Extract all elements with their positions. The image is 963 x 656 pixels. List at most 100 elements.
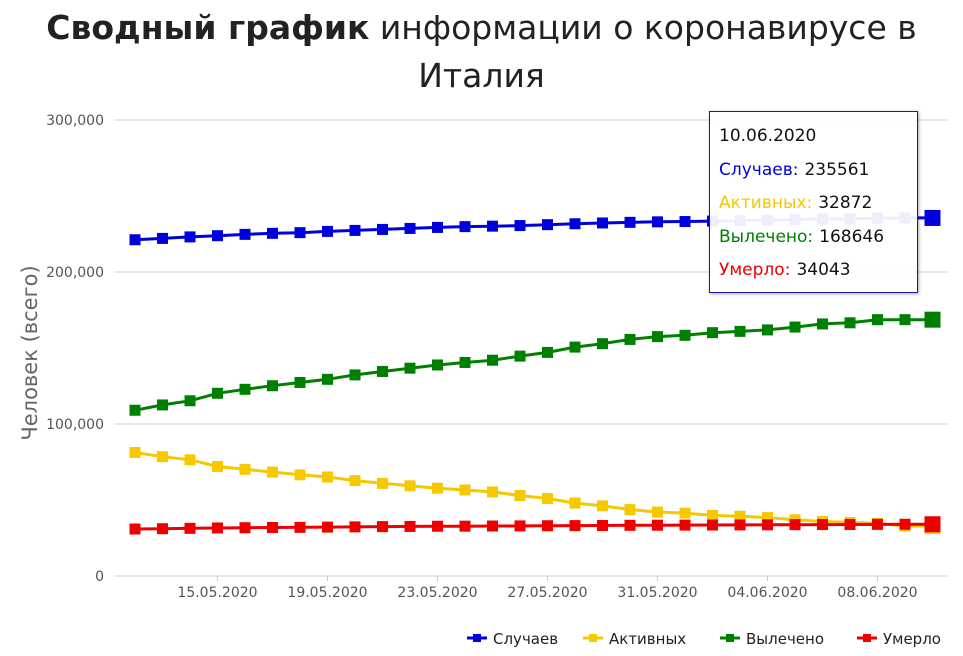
- data-point: [707, 519, 718, 531]
- legend-swatch-marker: [473, 634, 481, 642]
- data-point: [924, 516, 941, 533]
- x-tick-label: 27.05.2020: [507, 585, 587, 601]
- legend-swatch-marker: [863, 634, 871, 642]
- data-point: [734, 510, 746, 522]
- data-point: [239, 463, 251, 475]
- series-3: [129, 516, 941, 535]
- data-point: [212, 460, 223, 472]
- data-point: [294, 376, 306, 388]
- data-point: [707, 327, 718, 339]
- data-point: [184, 395, 196, 407]
- data-point: [294, 521, 306, 533]
- y-tick-label: 100,000: [46, 417, 104, 433]
- data-point: [404, 520, 416, 532]
- tooltip-row-recovered: Вылечено: 168646: [719, 225, 917, 259]
- data-point: [267, 380, 278, 392]
- data-point: [844, 518, 856, 530]
- tooltip-row-deaths: Умерло: 34043: [719, 258, 917, 292]
- data-point: [129, 446, 141, 458]
- data-point: [652, 331, 663, 343]
- y-tick-label: 200,000: [46, 265, 104, 281]
- data-point: [542, 219, 553, 231]
- data-point: [212, 230, 223, 242]
- series-line: [134, 318, 933, 412]
- data-point: [597, 338, 608, 350]
- data-point: [789, 519, 801, 531]
- tooltip-row-active: Активных: 32872: [719, 191, 917, 225]
- data-point: [569, 520, 581, 532]
- data-point: [514, 490, 526, 502]
- data-point: [924, 311, 941, 328]
- data-point: [542, 493, 553, 505]
- x-axis-ticks: 15.05.2020 19.05.2020 23.05.2020 27.05.2020…: [177, 576, 918, 601]
- data-point: [899, 518, 911, 530]
- data-point: [184, 454, 196, 466]
- data-point: [569, 218, 581, 230]
- data-point: [514, 350, 526, 362]
- data-point: [459, 221, 471, 233]
- chart-title-rest: информации о коронавирусе в Италия: [379, 8, 917, 95]
- data-point: [597, 500, 608, 512]
- data-point: [652, 216, 663, 228]
- data-point: [404, 362, 416, 374]
- data-point: [762, 512, 773, 524]
- data-point: [377, 365, 388, 377]
- data-point: [184, 522, 196, 534]
- data-point: [184, 231, 196, 243]
- data-point: [514, 520, 526, 532]
- data-point: [129, 404, 141, 416]
- data-point: [322, 521, 333, 533]
- data-point: [514, 220, 526, 232]
- data-point: [542, 520, 553, 532]
- series-line: [134, 522, 933, 531]
- data-point: [212, 522, 223, 534]
- data-point: [459, 484, 471, 496]
- data-point: [487, 220, 498, 232]
- data-point: [679, 519, 691, 531]
- data-point: [129, 234, 141, 246]
- data-point: [157, 399, 168, 411]
- data-point: [487, 354, 498, 366]
- y-axis-label: Человек (всего): [18, 265, 42, 440]
- data-point: [377, 521, 388, 533]
- series-2: [129, 311, 941, 416]
- data-point: [157, 232, 168, 244]
- data-point: [294, 469, 306, 481]
- data-point: [322, 373, 333, 385]
- legend-item-label: Случаев: [493, 630, 558, 648]
- data-point: [349, 369, 361, 381]
- legend[interactable]: Случаев Активных Вылечено Умерло: [467, 630, 941, 648]
- data-point: [157, 523, 168, 535]
- data-point: [679, 329, 691, 341]
- data-point: [239, 522, 251, 534]
- data-point: [624, 519, 636, 531]
- data-point: [679, 507, 691, 519]
- data-point: [652, 519, 663, 531]
- data-point: [349, 475, 361, 487]
- data-point: [377, 477, 388, 489]
- y-tick-label: 300,000: [46, 113, 104, 129]
- data-point: [212, 387, 223, 399]
- data-point: [377, 223, 388, 235]
- data-point: [487, 520, 498, 532]
- tooltip-value: 168646: [819, 226, 885, 247]
- data-point: [432, 221, 443, 233]
- x-tick-label: 08.06.2020: [837, 585, 917, 601]
- series-group: [129, 209, 941, 535]
- tooltip-label: Случаев:: [719, 159, 799, 180]
- data-point: [679, 216, 691, 228]
- data-point: [349, 224, 361, 236]
- x-tick-label: 19.05.2020: [287, 585, 367, 601]
- data-point: [267, 466, 278, 478]
- data-point: [624, 504, 636, 516]
- x-tick-label: 04.06.2020: [727, 585, 807, 601]
- chart-title-bold: Сводный график: [46, 8, 370, 47]
- data-point: [924, 209, 941, 226]
- tooltip-label: Вылечено:: [719, 226, 814, 247]
- data-point: [542, 346, 553, 358]
- data-point: [487, 486, 498, 498]
- legend-swatch-marker: [589, 634, 597, 642]
- data-point: [459, 356, 471, 368]
- data-point: [322, 225, 333, 237]
